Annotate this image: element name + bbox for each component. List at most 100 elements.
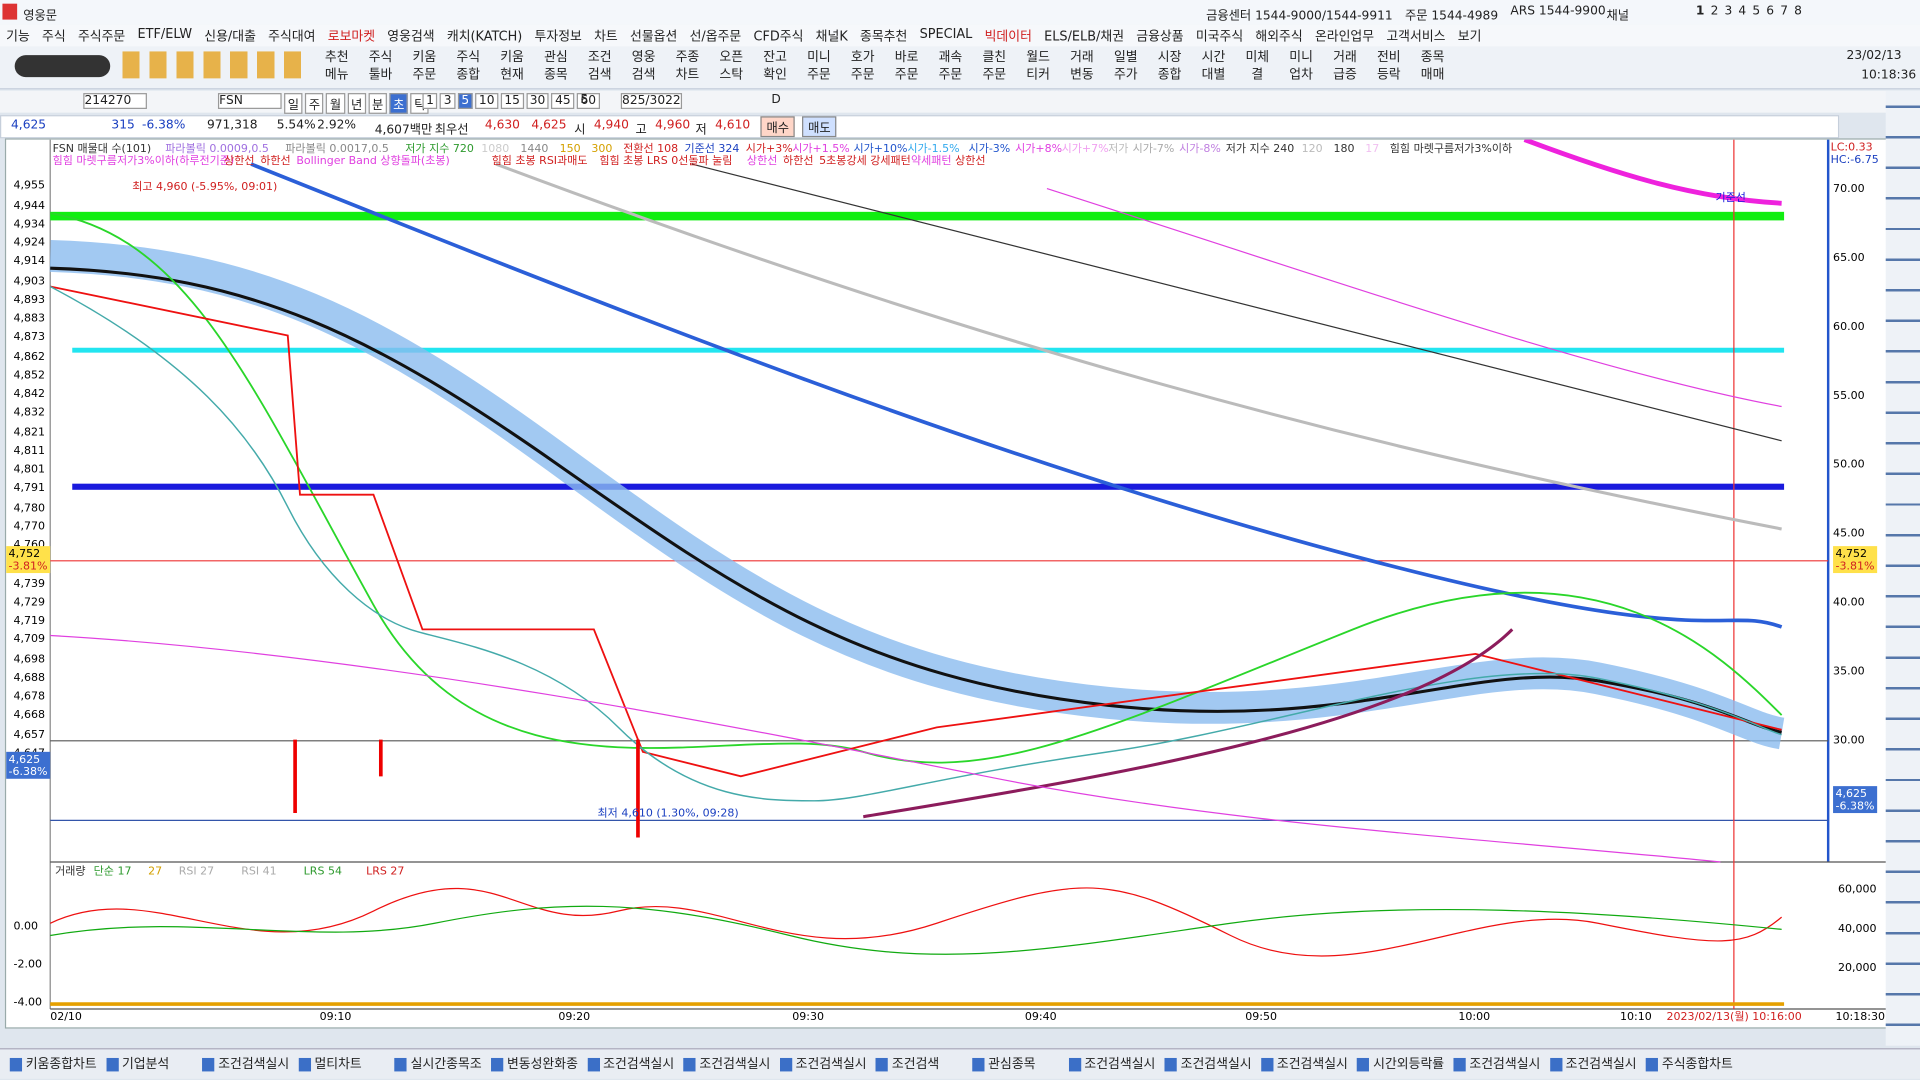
menu-item[interactable]: 채널K <box>815 29 848 45</box>
period-button[interactable]: 년 <box>347 93 366 114</box>
menu-item[interactable]: 캐치(KATCH) <box>446 29 523 45</box>
quote-sell[interactable]: 매도 <box>802 116 837 138</box>
interval-button[interactable]: 15 <box>500 93 524 109</box>
menu-item[interactable]: 종목추천 <box>860 29 908 45</box>
menu-item[interactable]: ETF/ELW <box>137 26 193 42</box>
quote-buy[interactable]: 매수 <box>760 116 796 138</box>
menu-item[interactable]: 차트 <box>594 29 618 45</box>
menu-item[interactable]: ELS/ELB/채권 <box>1044 29 1125 45</box>
search-box[interactable] <box>14 55 111 78</box>
task-tab[interactable]: 변동성완화종 <box>491 1054 578 1072</box>
menu-item[interactable]: 빅데이터 <box>984 29 1032 45</box>
toolbar-button[interactable]: 거래 변동 <box>1070 50 1094 83</box>
task-tab[interactable]: 조건검색실시 <box>683 1054 770 1072</box>
period-button[interactable]: 월 <box>326 93 345 114</box>
menu-item[interactable]: 선물옵션 <box>630 29 678 45</box>
toolbar-button[interactable]: 추천 메뉴 <box>324 50 349 83</box>
toolbar-button[interactable]: 관심 종목 <box>544 50 568 83</box>
task-tab[interactable]: 조건검색실시 <box>202 1054 289 1072</box>
toolbar-button[interactable]: 거래 급증 <box>1333 50 1357 83</box>
task-tab[interactable]: 멀티차트 <box>298 1054 362 1072</box>
menu-item[interactable]: 투자정보 <box>534 29 582 45</box>
interval-button[interactable]: 1 <box>422 93 438 109</box>
task-tab[interactable]: 관심종목 <box>972 1054 1035 1072</box>
menu-item[interactable]: 주식대여 <box>268 29 316 45</box>
period-button[interactable]: 분 <box>368 93 387 114</box>
task-tab[interactable]: 실시간종목조 <box>394 1054 482 1072</box>
d-check[interactable]: D <box>771 93 781 107</box>
interval-button[interactable]: 45 <box>551 93 575 109</box>
interval-button[interactable]: 60 <box>576 93 600 109</box>
toolbar-button[interactable]: 키움 주문 <box>412 50 437 83</box>
period-button[interactable]: 초 <box>389 93 409 114</box>
toolbar-button[interactable]: 잔고 확인 <box>763 50 787 83</box>
task-tab[interactable]: 키움종합차트 <box>9 1054 97 1072</box>
icon-row[interactable] <box>122 51 307 79</box>
page-tab[interactable]: 2 <box>1710 4 1719 19</box>
count[interactable]: 5 <box>580 93 589 107</box>
toolbar-button[interactable]: 오픈 스탁 <box>719 50 744 83</box>
menu-item[interactable]: 고객서비스 <box>1386 29 1446 45</box>
toolbar-button[interactable]: 미체 결 <box>1245 50 1270 83</box>
range[interactable]: 825/3022 <box>620 93 682 109</box>
page-tab[interactable]: 4 <box>1738 4 1747 19</box>
toolbar-button[interactable]: 호가 주문 <box>850 50 875 83</box>
menu-item[interactable]: CFD주식 <box>753 29 804 45</box>
menu-item[interactable]: 해외주식 <box>1255 29 1303 45</box>
task-tab[interactable]: 시간외등락률 <box>1357 1054 1444 1072</box>
toolbar-button[interactable]: 미니 업차 <box>1289 50 1313 83</box>
period-button[interactable]: 일 <box>284 93 303 114</box>
channel[interactable]: 채널 <box>1606 9 1630 24</box>
page-tab[interactable]: 1 <box>1695 4 1705 19</box>
toolbar-button[interactable]: 바로 주문 <box>894 50 919 83</box>
task-tab[interactable]: 조건검색실시 <box>1068 1054 1155 1072</box>
interval-button[interactable]: 10 <box>475 93 499 109</box>
task-tab[interactable]: 조건검색실시 <box>779 1054 867 1072</box>
toolbar-button[interactable]: 미니 주문 <box>807 50 831 83</box>
toolbar-button[interactable]: 주식 종합 <box>456 50 481 83</box>
toolbar-button[interactable]: 월드 티커 <box>1026 50 1050 83</box>
toolbar-button[interactable]: 시장 종합 <box>1157 50 1182 83</box>
toolbar-button[interactable]: 주종 차트 <box>675 50 700 83</box>
task-tab[interactable]: 주식종합차트 <box>1645 1054 1733 1072</box>
page-tab[interactable]: 3 <box>1724 4 1733 19</box>
task-tab[interactable]: 조건검색 <box>875 1054 939 1072</box>
interval-button[interactable]: 5 <box>457 93 473 109</box>
code[interactable]: 214270 <box>83 93 147 109</box>
toolbar-button[interactable]: 괘속 주문 <box>938 50 963 83</box>
menu-item[interactable]: 로보마켓 <box>327 29 376 45</box>
task-tab[interactable]: 기업분석 <box>106 1054 169 1072</box>
interval-button[interactable]: 3 <box>440 93 456 109</box>
menu-item[interactable]: 기능 <box>6 29 30 45</box>
toolbar-button[interactable]: 클친 주문 <box>982 50 1007 83</box>
toolbar-button[interactable]: 영웅 검색 <box>631 50 656 83</box>
toolbar-button[interactable]: 전비 등락 <box>1376 50 1401 83</box>
page-tab[interactable]: 5 <box>1752 4 1761 19</box>
task-tab[interactable]: 조건검색실시 <box>1164 1054 1252 1072</box>
menu-item[interactable]: 미국주식 <box>1195 29 1244 45</box>
menu-item[interactable]: 영웅검색 <box>387 29 435 45</box>
page-tab[interactable]: 8 <box>1794 4 1802 19</box>
interval-button[interactable]: 30 <box>526 93 549 109</box>
task-tab[interactable]: 조건검색실시 <box>587 1054 674 1072</box>
menu-item[interactable]: 선/옵주문 <box>689 29 742 45</box>
period-button[interactable]: 주 <box>305 93 324 114</box>
toolbar-button[interactable]: 종목 매매 <box>1420 50 1445 83</box>
menu-item[interactable]: 주식 <box>42 29 66 45</box>
menu-item[interactable]: 온라인업무 <box>1314 29 1375 45</box>
page-tab[interactable]: 6 <box>1766 4 1775 19</box>
task-tab[interactable]: 조건검색실시 <box>1453 1054 1540 1072</box>
menu-item[interactable]: 주식주문 <box>77 29 126 45</box>
page-tab[interactable]: 7 <box>1780 4 1789 19</box>
menu-item[interactable]: 보기 <box>1457 29 1482 45</box>
toolbar-button[interactable]: 키움 현재 <box>500 50 524 83</box>
toolbar-button[interactable]: 주식 툴바 <box>368 50 393 83</box>
stock-name[interactable]: FSN <box>217 93 282 109</box>
task-tab[interactable]: 조건검색실시 <box>1549 1054 1637 1072</box>
menu-item[interactable]: SPECIAL <box>919 26 973 42</box>
toolbar-button[interactable]: 조건 검색 <box>587 50 612 83</box>
toolbar-button[interactable]: 일별 주가 <box>1113 50 1138 83</box>
task-tab[interactable]: 조건검색실시 <box>1260 1054 1348 1072</box>
menu-item[interactable]: 신용/대출 <box>204 29 256 45</box>
toolbar-button[interactable]: 시간 대별 <box>1201 50 1226 83</box>
